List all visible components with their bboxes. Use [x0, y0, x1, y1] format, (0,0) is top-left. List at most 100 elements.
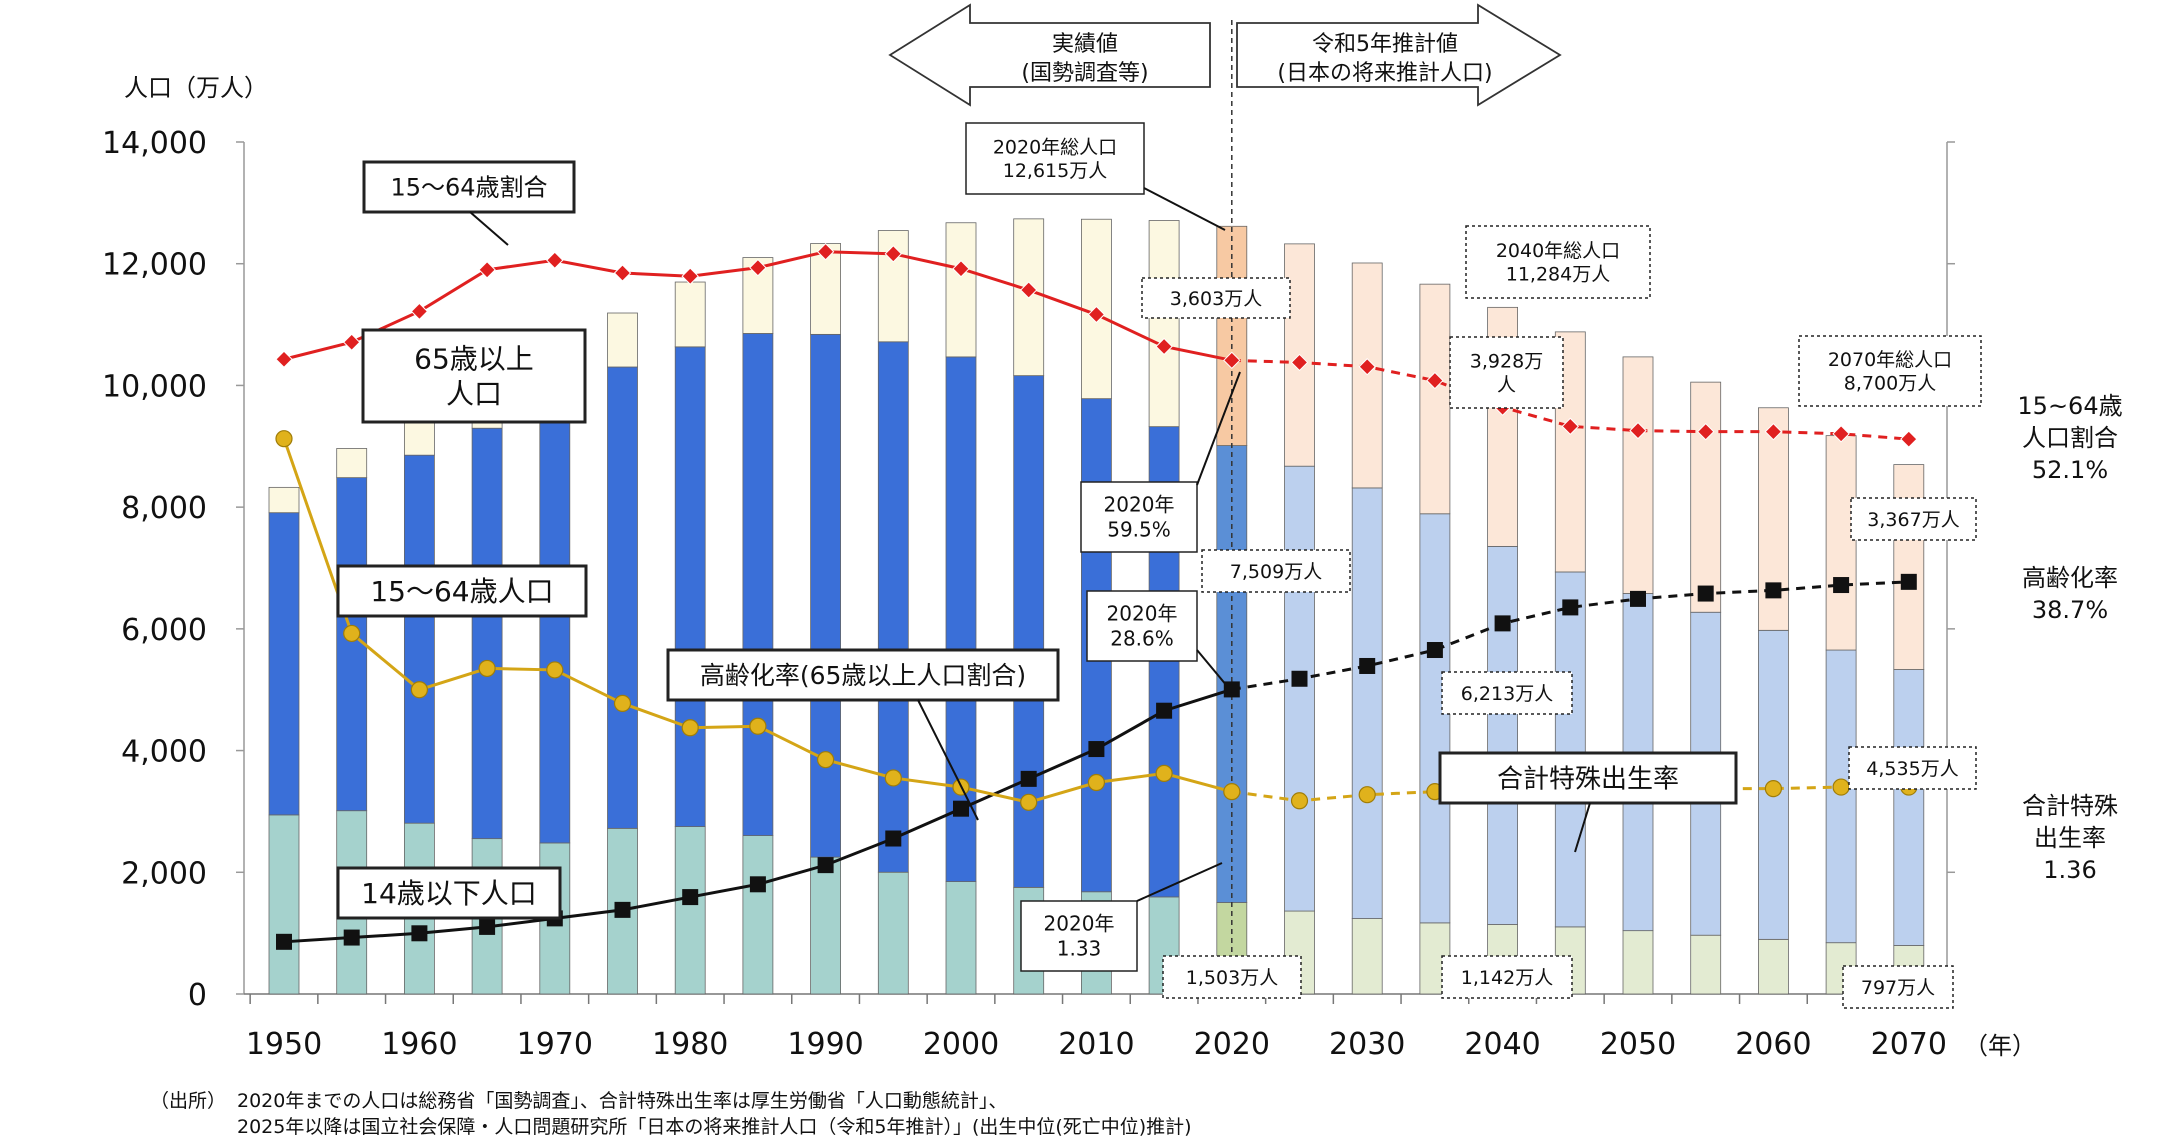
callout-total-2020-frame	[965, 122, 1145, 195]
y-tick-label: 14,000	[102, 126, 207, 161]
aging-rate-point-1990	[817, 857, 834, 874]
bar-elderly-2015	[1148, 220, 1180, 428]
label-working-ratio-frame	[362, 160, 576, 214]
callout-working-2040-frame	[1441, 671, 1573, 715]
bar-elderly-1955	[336, 448, 368, 479]
aging-rate-point-2030	[1359, 657, 1376, 674]
callout-elderly-2070: 3,367万人	[1850, 497, 1977, 541]
aging-rate-point-2025	[1291, 670, 1308, 687]
callout-child-2070: 797万人	[1842, 965, 1954, 1009]
bar-working-1960	[403, 454, 435, 824]
bar-elderly-2035	[1419, 283, 1451, 515]
bar-working-2065	[1825, 649, 1857, 944]
leader-aging-2020	[1196, 649, 1233, 693]
working-ratio-point-2005	[1019, 281, 1038, 299]
tfr-point-1965	[478, 659, 496, 678]
callout-elderly-2040-text: 3,928万	[1470, 350, 1543, 372]
bar-working-2040	[1487, 545, 1518, 925]
label-working-pop: 15〜64歳人口	[336, 564, 588, 618]
working-ratio-point-2025	[1290, 353, 1309, 372]
end-label-tfr-value: 1.36	[2043, 856, 2096, 884]
callout-tfr-2020-text: 2020年	[1044, 912, 1115, 936]
aging-rate-point-1985	[749, 876, 766, 893]
tfr-point-2030	[1358, 786, 1376, 804]
aging-rate-point-1965	[479, 918, 496, 935]
bar-working-2030	[1351, 487, 1383, 919]
aging-rate-point-2045	[1562, 599, 1579, 616]
callout-working-2040: 6,213万人	[1441, 671, 1573, 715]
y-tick-label: 6,000	[121, 613, 207, 648]
bar-elderly-2050	[1622, 356, 1654, 594]
tfr-point-1960	[410, 681, 428, 699]
callout-working-2040-text: 6,213万人	[1461, 683, 1553, 705]
leader-tfr-2020	[1136, 862, 1223, 902]
callout-working-2070: 4,535万人	[1848, 746, 1977, 790]
x-tick-label: 2030	[1329, 1027, 1405, 1062]
tfr-point-1975	[613, 694, 632, 713]
bar-working-2045	[1554, 571, 1586, 928]
tfr-point-1980	[681, 719, 699, 737]
callout-total-2070-frame	[1798, 335, 1982, 407]
working-ratio-point-1995	[884, 245, 903, 263]
callout-working-2020-frame	[1201, 549, 1351, 593]
callout-ratio-2020-text: 59.5%	[1107, 518, 1171, 542]
bar-elderly-2030	[1351, 262, 1383, 489]
bar-working-1975	[607, 366, 638, 829]
actual-period-label: 実績値	[1052, 32, 1118, 57]
end-label-aging-rate-value: 38.7%	[2032, 596, 2108, 624]
x-tick-label: 2070	[1871, 1027, 1947, 1062]
x-tick-label: 2020	[1194, 1027, 1270, 1062]
bar-working-2035	[1419, 513, 1451, 924]
aging-rate-point-2050	[1630, 590, 1646, 607]
aging-rate-point-1960	[411, 925, 428, 942]
working-ratio-point-1975	[613, 264, 632, 282]
label-elderly-pop-frame	[361, 328, 587, 424]
bar-elderly-1980	[674, 281, 706, 348]
bar-working-1995	[877, 341, 909, 873]
bar-working-1985	[742, 333, 774, 836]
label-elderly-pop-text: 人口	[446, 378, 502, 411]
working-ratio-point-2015	[1155, 337, 1173, 356]
working-ratio-point-2030	[1358, 358, 1376, 376]
bar-elderly-2070	[1893, 464, 1925, 670]
working-ratio-point-2010	[1087, 305, 1106, 324]
tfr-point-2010	[1087, 773, 1106, 792]
label-tfr-frame	[1438, 751, 1738, 805]
callout-aging-2020-frame	[1086, 590, 1198, 662]
tfr-point-1970	[546, 661, 564, 679]
aging-rate-point-2055	[1697, 585, 1714, 602]
y-axis-title: 人口（万人）	[124, 74, 268, 102]
working-ratio-point-2050	[1629, 421, 1647, 440]
end-label-tfr: 出生率	[2034, 824, 2106, 852]
working-ratio-point-1985	[749, 258, 767, 277]
bar-working-1980	[674, 346, 706, 827]
callout-child-2020-text: 1,503万人	[1186, 967, 1278, 989]
bar-elderly-1950	[268, 486, 300, 514]
label-tfr-text: 合計特殊出生率	[1497, 764, 1679, 794]
y-tick-label: 10,000	[102, 369, 207, 404]
bar-working-1955	[336, 477, 368, 812]
label-child-pop: 14歳以下人口	[336, 866, 562, 920]
aging-rate-point-2035	[1426, 642, 1443, 659]
leader-ratio-2020	[1196, 371, 1241, 486]
callout-child-2040-text: 1,142万人	[1461, 967, 1553, 989]
label-working-pop-frame	[336, 564, 588, 618]
label-working-ratio-text: 15〜64歳割合	[390, 174, 547, 202]
y-tick-label: 4,000	[121, 735, 207, 770]
label-child-pop-frame	[336, 866, 562, 920]
bar-working-1950	[268, 512, 300, 816]
bar-child-2060	[1758, 938, 1789, 995]
leader-tfr	[1574, 802, 1591, 853]
callout-ratio-2020-frame	[1080, 481, 1198, 553]
callout-elderly-2070-text: 3,367万人	[1867, 509, 1959, 531]
x-tick-label: 1950	[246, 1027, 322, 1062]
working-ratio-point-1970	[546, 251, 564, 269]
bar-child-1950	[268, 814, 300, 995]
tfr-point-2025	[1290, 792, 1309, 810]
aging-rate-point-2060	[1765, 582, 1782, 599]
working-ratio-point-1980	[681, 267, 699, 285]
working-ratio-point-2000	[952, 260, 970, 278]
leader-aging-rate	[917, 699, 979, 821]
